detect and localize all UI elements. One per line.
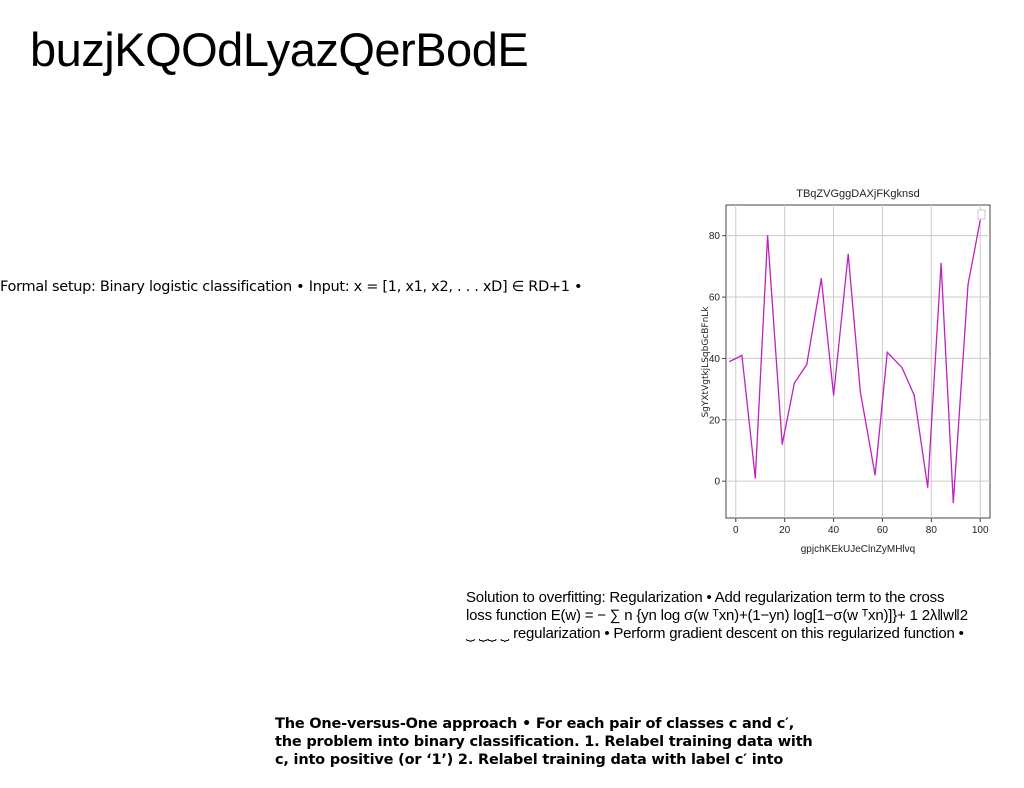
data-point <box>741 354 743 356</box>
x-tick-label: 100 <box>972 525 989 536</box>
regularization-paragraph: Solution to overfitting: Regularization … <box>466 589 1024 643</box>
y-tick-label: 40 <box>709 354 721 365</box>
data-point <box>940 262 942 264</box>
x-tick-label: 0 <box>733 525 739 536</box>
regularization-line: ⏟ ⏟⏟ ⏟ regularization • Perform gradient… <box>466 625 964 642</box>
chart-svg: TBqZVGggDAXjFKgknsd 0 20 40 60 80 100 0 20 40 60 8… <box>701 188 991 555</box>
ovo-line: the problem into binary classification. … <box>275 734 813 750</box>
chart-ylabel: SgYXtVgtkjLSqbGcBFnLk <box>701 306 711 418</box>
y-tick-label: 20 <box>709 415 721 426</box>
ovo-line: c, into positive (or ‘1’) 2. Relabel tra… <box>275 752 784 768</box>
chart-xlabel: gpjchKEkUJeClnZyMHlvq <box>801 544 915 555</box>
chart-title: TBqZVGggDAXjFKgknsd <box>796 188 920 200</box>
data-point <box>766 235 769 237</box>
line-chart: TBqZVGggDAXjFKgknsd 0 20 40 60 80 100 0 20 40 60 8… <box>694 182 1000 560</box>
data-point <box>979 219 981 221</box>
y-tick-label: 60 <box>709 293 721 304</box>
x-tick-label: 20 <box>779 525 791 536</box>
data-point <box>754 477 756 479</box>
data-point <box>859 391 862 393</box>
data-point <box>781 443 783 445</box>
legend-box <box>977 209 986 220</box>
x-tick-label: 40 <box>828 525 840 536</box>
x-tick-label: 80 <box>926 525 938 536</box>
data-point <box>847 253 849 255</box>
data-point <box>913 394 915 396</box>
data-point <box>901 367 903 369</box>
data-point <box>793 382 796 384</box>
data-point <box>806 363 808 366</box>
setup-paragraph: Formal setup: Binary logistic classifica… <box>0 279 583 295</box>
x-tick-label: 60 <box>877 525 889 536</box>
data-point <box>729 360 731 363</box>
data-point <box>967 284 969 286</box>
data-point <box>820 278 822 280</box>
tick-layer: 0 20 40 60 80 100 0 20 40 60 80 <box>709 231 989 536</box>
one-vs-one-paragraph: The One-versus-One approach • For each p… <box>275 715 835 769</box>
data-point <box>874 474 876 476</box>
slide-title: buzjKQOdLyazQerBodE <box>30 23 529 76</box>
regularization-line: Solution to overfitting: Regularization … <box>466 589 945 606</box>
data-point <box>886 351 888 353</box>
series-layer <box>729 219 981 504</box>
regularization-line: loss function E(w) = − ∑ n {yn log σ(w ᵀ… <box>466 607 968 624</box>
data-point <box>832 394 835 396</box>
data-point <box>927 486 929 488</box>
y-tick-label: 0 <box>714 477 720 488</box>
ovo-line: The One-versus-One approach • For each p… <box>275 716 795 732</box>
data-point <box>952 502 954 504</box>
series-line <box>729 220 981 503</box>
y-tick-label: 80 <box>709 231 721 242</box>
